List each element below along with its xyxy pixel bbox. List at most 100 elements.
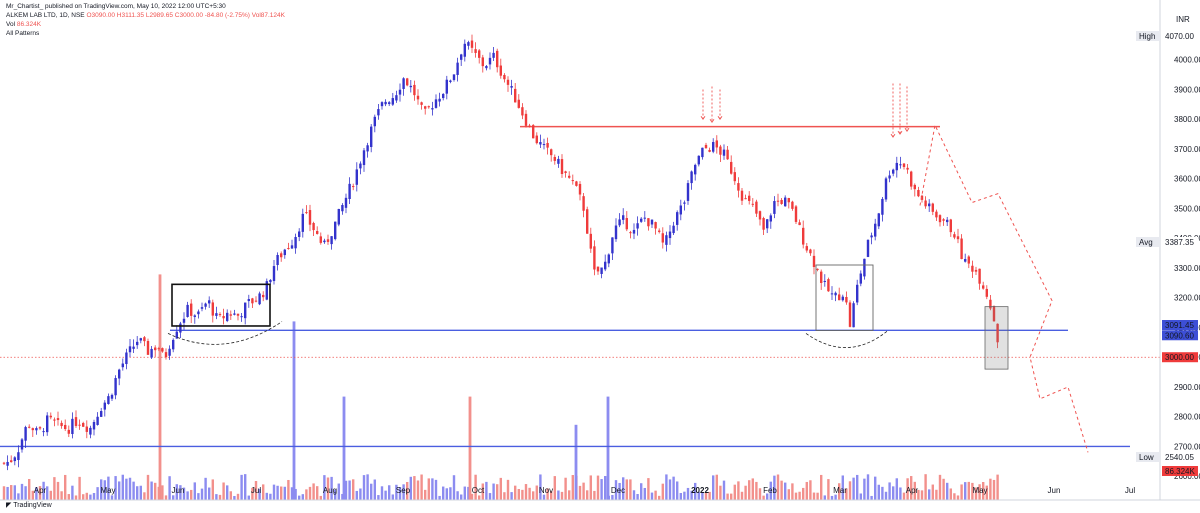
volume-bar — [823, 495, 826, 500]
arrow-head — [890, 133, 896, 138]
candle-body — [902, 163, 906, 167]
candle-body — [776, 200, 780, 202]
candle-body — [204, 303, 207, 307]
volume-bar — [863, 478, 866, 500]
candle-body — [240, 316, 243, 318]
candle-body — [798, 222, 801, 226]
candle-body — [348, 183, 351, 200]
volume-bar — [521, 489, 524, 500]
candle-body — [247, 299, 250, 302]
candle-body — [920, 195, 924, 200]
volume-bar — [470, 493, 474, 500]
candle-body — [532, 125, 535, 139]
volume-bar — [244, 474, 247, 500]
candle-body — [809, 249, 812, 254]
volume-indicator[interactable]: Vol 86.324K — [6, 21, 41, 29]
candle-body — [193, 315, 196, 317]
candle-body — [161, 348, 164, 352]
volume-bar — [640, 483, 643, 500]
volume-bar — [618, 482, 621, 500]
candle-body — [251, 298, 254, 304]
candle-body — [434, 99, 438, 108]
candle-body — [492, 52, 495, 58]
candle-body — [290, 245, 294, 249]
volume-bar — [355, 490, 358, 500]
candle-body — [546, 142, 549, 148]
volume-bar — [902, 492, 906, 500]
candle-body — [276, 254, 279, 266]
candle-body — [222, 316, 225, 319]
price-tick-label: 2900.00 — [1174, 383, 1200, 392]
candle-body — [517, 99, 520, 108]
arrow-head — [897, 130, 903, 135]
volume-bar — [161, 485, 164, 500]
candle-body — [200, 307, 204, 309]
candle-body — [136, 341, 139, 346]
volume-bar — [942, 478, 945, 500]
candle-body — [103, 402, 106, 410]
price-axis[interactable]: 2600.002700.002800.002900.003000.003100.… — [1136, 0, 1200, 500]
arrow-head — [700, 115, 706, 121]
volume-bar — [989, 478, 992, 500]
candle-body — [427, 106, 430, 108]
candle-body — [28, 426, 31, 428]
candle-body — [20, 439, 24, 450]
volume-bar — [229, 491, 232, 500]
volume-bar — [352, 479, 355, 500]
candle-body — [215, 313, 218, 316]
volume-bar — [780, 480, 783, 500]
candle-body — [190, 303, 193, 316]
patterns-indicator[interactable]: All Patterns — [6, 30, 40, 37]
candle-body — [301, 213, 304, 232]
volume-bar — [996, 474, 999, 500]
volume-bar — [125, 478, 128, 500]
volume-bar — [798, 491, 801, 500]
volume-bar — [571, 475, 574, 500]
candle-body — [488, 57, 492, 65]
volume-bar — [402, 484, 405, 500]
volume-bar — [474, 474, 477, 500]
volume-bar — [496, 484, 499, 500]
candle-body — [391, 98, 394, 105]
candle-body — [989, 299, 992, 309]
volume-bar — [186, 491, 189, 500]
volume-bar — [222, 482, 225, 500]
candle-body — [355, 169, 358, 185]
candle-body — [49, 415, 52, 418]
candle-body — [366, 145, 369, 152]
volume-bar — [852, 477, 855, 500]
candle-body — [496, 50, 499, 68]
volume-bar — [316, 486, 319, 500]
time-axis[interactable]: Apr May Jun Jul Aug Sep Oct Nov Dec 2022 Feb Mar Apr… — [0, 486, 1200, 501]
candle-body — [420, 102, 423, 105]
volume-bar — [629, 479, 632, 500]
candle-body — [298, 231, 301, 238]
volume-bar — [787, 489, 790, 500]
volume-bar — [452, 475, 456, 500]
volume-bar — [812, 492, 816, 500]
volume-bar — [92, 492, 96, 500]
volume-bar — [31, 490, 34, 500]
volume-bar — [722, 480, 726, 500]
volume-bar — [132, 481, 135, 500]
candle-body — [514, 88, 517, 103]
volume-value: 86.324K — [16, 21, 42, 28]
candle-body — [733, 172, 736, 182]
candle-body — [816, 268, 819, 270]
volume-bar — [283, 486, 286, 500]
volume-bar — [683, 491, 686, 500]
volume-bar — [49, 490, 52, 500]
candle-body — [794, 206, 798, 222]
candle-body — [125, 352, 128, 365]
candle-body — [470, 40, 474, 48]
volume-bar — [118, 481, 121, 500]
volume-bar — [654, 490, 657, 500]
candle-body — [978, 268, 981, 284]
cup-arc — [167, 321, 283, 345]
candle-body — [506, 79, 510, 85]
volume-bar — [478, 495, 481, 500]
volume-bar — [665, 474, 668, 500]
candle-body — [139, 338, 142, 341]
candle-body — [74, 417, 78, 426]
